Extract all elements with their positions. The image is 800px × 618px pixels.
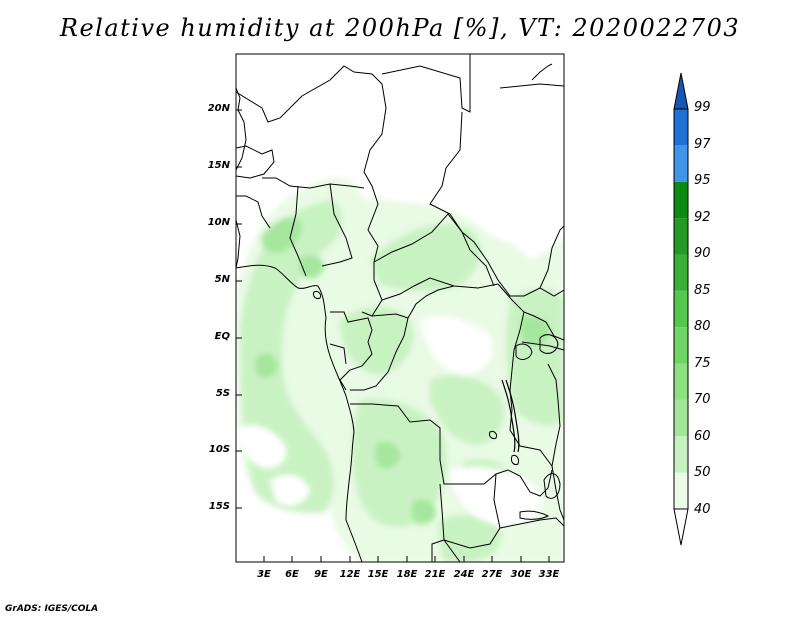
lon-label: 15E (367, 569, 389, 580)
lat-label: EQ (214, 331, 230, 342)
colorbar-box (674, 254, 688, 291)
colorbar-label: 40 (694, 502, 711, 517)
colorbar-box (674, 290, 688, 328)
colorbar-box (674, 436, 688, 473)
country-borders (236, 54, 564, 562)
colorbar-bottom-triangle (673, 508, 689, 546)
colorbar-label: 80 (694, 319, 711, 334)
colorbar-label: 95 (694, 173, 711, 188)
lat-label: 15S (208, 501, 230, 512)
lon-label: 6E (285, 569, 299, 580)
colorbar-label: 50 (694, 465, 711, 480)
colorbar-box (674, 363, 688, 400)
lon-label: 21E (424, 569, 446, 580)
lat-label: 10N (207, 217, 230, 228)
axis-ticks (236, 109, 550, 562)
lat-label: 5S (215, 388, 230, 399)
credit-label: GrADS: IGES/COLA (5, 604, 99, 614)
colorbar-box (674, 327, 688, 364)
lat-label: 15N (207, 160, 230, 171)
lon-label: 27E (481, 569, 503, 580)
lat-label: 10S (208, 444, 230, 455)
colorbar-box (674, 145, 688, 182)
colorbar-label: 85 (694, 283, 711, 298)
lon-label: 33E (538, 569, 560, 580)
colorbar-top-triangle (673, 72, 689, 110)
map-frame (235, 53, 565, 563)
lat-label: 5N (214, 274, 230, 285)
colorbar-label: 99 (694, 100, 711, 115)
humidity-shading (236, 54, 564, 562)
colorbar-label: 60 (694, 429, 711, 444)
colorbar-label: 92 (694, 210, 711, 225)
map-title: Relative humidity at 200hPa [%], VT: 202… (59, 14, 741, 42)
lon-label: 30E (510, 569, 532, 580)
colorbar-box (674, 218, 688, 255)
colorbar-label: 75 (694, 356, 711, 371)
colorbar-label: 70 (694, 392, 711, 407)
colorbar-box (674, 399, 688, 437)
colorbar (673, 72, 689, 546)
lat-label: 20N (207, 103, 230, 114)
lon-label: 24E (453, 569, 475, 580)
colorbar-label: 97 (694, 137, 711, 152)
colorbar-box (674, 472, 688, 509)
lon-label: 9E (314, 569, 328, 580)
colorbar-box (674, 109, 688, 146)
colorbar-box (674, 181, 688, 219)
lon-label: 12E (339, 569, 361, 580)
lon-label: 3E (257, 569, 271, 580)
colorbar-label: 90 (694, 246, 711, 261)
colorbar-outline (673, 108, 689, 510)
lon-label: 18E (396, 569, 418, 580)
